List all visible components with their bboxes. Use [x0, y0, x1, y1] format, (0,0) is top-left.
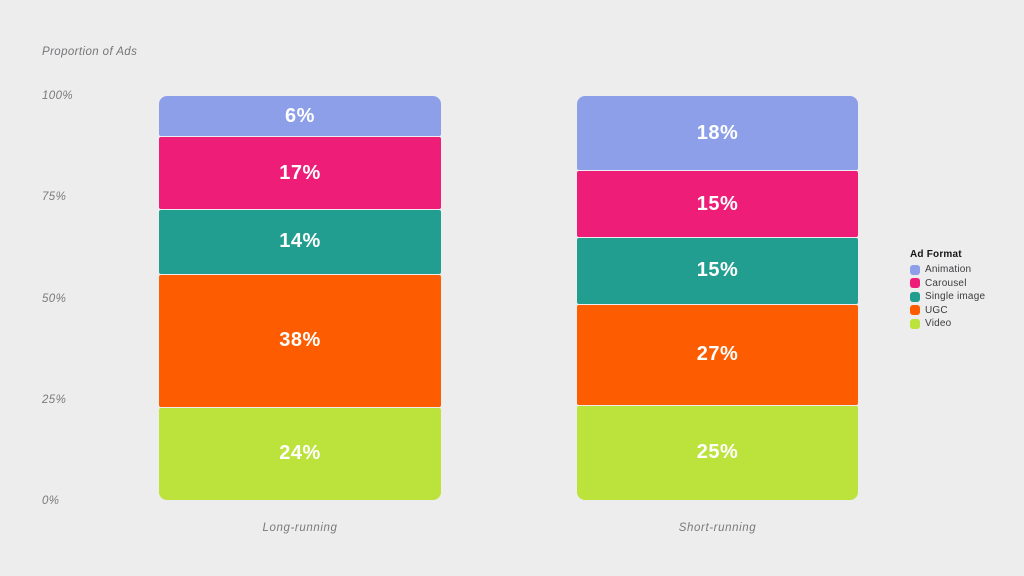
legend-item-single-image[interactable]: Single image	[910, 291, 985, 302]
segment-value-label: 6%	[285, 104, 315, 127]
y-tick-label: 100%	[42, 90, 74, 102]
y-tick-label: 25%	[42, 393, 67, 406]
y-tick-label: 0%	[42, 495, 60, 507]
legend-item-animation[interactable]: Animation	[910, 264, 985, 275]
y-tick-label: 75%	[42, 191, 67, 204]
legend-item-ugc[interactable]: UGC	[910, 305, 985, 316]
x-category-label-long-running: Long-running	[262, 522, 338, 534]
segment-value-label: 27%	[696, 343, 739, 366]
legend-swatch-ugc	[910, 305, 920, 315]
legend-swatch-carousel	[910, 278, 920, 288]
segment-video[interactable]: 25%	[577, 405, 858, 500]
y-tick-label: 50%	[42, 292, 67, 305]
x-category-label-short-running: Short-running	[678, 522, 757, 534]
segment-value-label: 14%	[279, 230, 321, 253]
segment-single-image[interactable]: 15%	[577, 238, 858, 304]
stacked-bar-long-running: 6% 17% 14% 38% 24%	[159, 96, 441, 500]
segment-video[interactable]: 24%	[159, 407, 441, 500]
bar-column-short-running: 18% 15% 15% 27% 25% Short-running	[577, 96, 858, 534]
legend-label: Video	[925, 318, 952, 329]
legend-label: UGC	[925, 304, 948, 316]
segment-value-label: 15%	[696, 192, 739, 215]
legend-items: Animation Carousel Single image UGC Video	[910, 264, 985, 332]
legend-swatch-video	[910, 318, 920, 329]
legend-label: Animation	[925, 264, 972, 275]
legend-item-video[interactable]: Video	[910, 318, 985, 329]
legend-item-carousel[interactable]: Carousel	[910, 278, 985, 289]
legend-title: Ad Format	[910, 249, 962, 260]
segment-carousel[interactable]: 17%	[159, 137, 441, 210]
segment-value-label: 38%	[279, 329, 321, 352]
segment-carousel[interactable]: 15%	[577, 171, 858, 238]
segment-value-label: 24%	[279, 442, 321, 465]
segment-value-label: 25%	[696, 441, 739, 464]
segment-value-label: 17%	[279, 161, 321, 184]
segment-ugc[interactable]: 27%	[577, 304, 858, 405]
segment-value-label: 15%	[696, 259, 739, 282]
segment-ugc[interactable]: 38%	[159, 274, 441, 407]
segment-animation[interactable]: 18%	[577, 96, 858, 171]
legend-swatch-animation	[910, 264, 920, 275]
legend-label: Carousel	[925, 277, 967, 289]
legend: Ad Format Animation Carousel Single image U…	[910, 249, 985, 332]
stacked-bar-short-running: 18% 15% 15% 27% 25%	[577, 96, 858, 500]
bar-column-long-running: 6% 17% 14% 38% 24% Long-running	[159, 96, 441, 534]
legend-swatch-single-image	[910, 291, 920, 302]
y-axis-tick-labels: 100% 75% 50% 25% 0%	[42, 89, 73, 508]
segment-single-image[interactable]: 14%	[159, 210, 441, 274]
segment-animation[interactable]: 6%	[159, 96, 441, 137]
segment-value-label: 18%	[696, 121, 739, 144]
legend-label: Single image	[925, 291, 986, 302]
y-axis-title: Proportion of Ads	[42, 46, 138, 58]
